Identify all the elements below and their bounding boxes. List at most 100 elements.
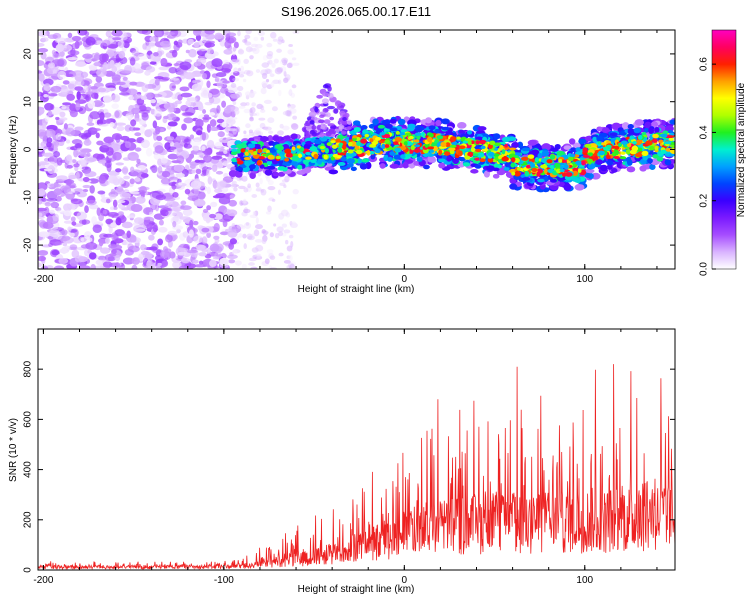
spectrogram-cell <box>606 159 613 166</box>
spectrogram-cell <box>219 39 226 47</box>
spectrogram-cell <box>213 235 220 240</box>
spectrogram-cell <box>90 263 96 269</box>
spectrogram-cell <box>232 50 236 56</box>
spectrogram-cell <box>149 61 157 65</box>
spectrogram-cell <box>276 48 282 53</box>
spectrogram-cell <box>408 135 414 140</box>
spectrogram-cell <box>337 147 343 153</box>
colorbar-gradient <box>712 30 736 269</box>
spectrogram-cell <box>41 197 47 202</box>
spectrogram-cell <box>230 83 237 88</box>
spectrogram-cell <box>290 161 299 166</box>
spectrogram-cell <box>323 119 331 124</box>
spectrogram-cell <box>283 184 287 189</box>
spectrogram-cell <box>287 90 292 96</box>
spectrogram-cell <box>291 155 300 162</box>
spectrogram-cell <box>115 168 122 173</box>
spectrogram-cell <box>634 140 642 146</box>
spectrogram-cell <box>338 123 345 130</box>
spectrogram-cell <box>432 145 438 152</box>
spectrogram-cell <box>382 119 391 126</box>
spectrogram-cell <box>198 50 203 56</box>
y-tick-label: 20 <box>23 48 34 60</box>
spectrogram-cell <box>568 138 576 145</box>
spectrogram-cell <box>262 153 268 157</box>
spectrogram-cell <box>279 59 285 65</box>
spectrogram-cell <box>38 231 50 238</box>
spectrogram-cell <box>38 188 46 197</box>
spectrogram-cell <box>394 147 402 153</box>
spectrogram-cell <box>176 145 183 153</box>
spectrogram-cell <box>68 174 78 180</box>
spectrogram-cell <box>86 122 95 127</box>
spectrogram-cell <box>297 153 303 159</box>
spectrogram-cell <box>52 151 61 158</box>
spectrogram-cell <box>66 56 78 61</box>
spectrogram-cell <box>207 176 213 185</box>
spectrogram-cell <box>147 128 156 134</box>
spectrogram-cell <box>247 183 251 189</box>
x-tick-label: 0 <box>402 575 408 586</box>
snr-x-axis-label: Height of straight line (km) <box>298 584 415 595</box>
spectrogram-cell <box>504 143 508 148</box>
y-tick-label: -10 <box>23 190 34 205</box>
spectrogram-cell <box>245 101 250 106</box>
spectrogram-cell <box>323 154 328 160</box>
spectrogram-cell <box>223 150 228 155</box>
spectrogram-cell <box>49 209 55 215</box>
spectrogram-cell <box>123 175 131 180</box>
x-tick-label: 0 <box>402 274 408 285</box>
spectrogram-cell <box>121 221 133 229</box>
spectrogram-cell <box>283 229 291 234</box>
spectrogram-cell <box>46 215 54 225</box>
snr-frame <box>37 328 676 571</box>
spectrogram-cell <box>381 143 386 149</box>
spectrogram-cell <box>202 109 207 114</box>
spectrogram-cell <box>159 250 170 259</box>
spectrogram-cell <box>406 127 415 132</box>
spectrogram-cell <box>438 158 446 163</box>
spectrogram-cell <box>638 134 643 140</box>
spectrogram-cell <box>472 159 481 164</box>
spectrogram-cell <box>75 61 86 67</box>
spectrogram-cell <box>163 102 176 110</box>
spectrogram-cell <box>57 70 67 80</box>
spectrogram-cell <box>289 263 296 269</box>
spectrogram-cell <box>449 144 457 148</box>
spectrogram-cell <box>372 118 379 126</box>
spectrogram-cell <box>113 238 124 244</box>
spectrogram-cell <box>308 111 317 118</box>
spectrogram-cell <box>216 118 225 124</box>
spectrogram-cell <box>214 141 223 149</box>
spectrogram-cell <box>46 198 58 202</box>
spectrogram-cell <box>588 152 593 156</box>
spectrogram-cell <box>122 257 135 265</box>
spectrogram-cell <box>151 190 164 199</box>
spectrogram-cell <box>243 134 251 139</box>
spectrogram-cell <box>400 154 406 159</box>
spectrogram-cell <box>61 104 67 110</box>
spectrogram-cell <box>198 260 204 265</box>
spectrogram-cell <box>458 150 463 157</box>
spectrogram-cell <box>245 185 252 193</box>
x-tick-label: 100 <box>576 274 593 285</box>
spectrogram-cell <box>261 81 268 87</box>
spectrogram-cell <box>288 89 293 96</box>
spectrogram-cell <box>413 139 420 143</box>
spectrogram-cell <box>285 212 291 218</box>
spectrogram-cell <box>38 207 48 212</box>
spectrogram-cell <box>134 132 142 137</box>
spectrogram-cell <box>256 159 262 166</box>
spectrogram-cell <box>142 43 147 50</box>
spectrogram-cell <box>261 229 266 234</box>
spectrogram-cell <box>102 261 113 268</box>
spectrogram-cell <box>428 125 436 131</box>
spectrogram-cell <box>234 260 242 266</box>
spectrogram-cell <box>378 140 385 144</box>
spectrogram-cell <box>526 164 531 169</box>
spectrogram-cell <box>126 230 131 239</box>
spectrogram-cell <box>627 159 633 166</box>
spectrogram-cell <box>266 50 274 57</box>
spectrogram-cell <box>291 57 297 61</box>
spectrogram-cell <box>206 48 214 55</box>
